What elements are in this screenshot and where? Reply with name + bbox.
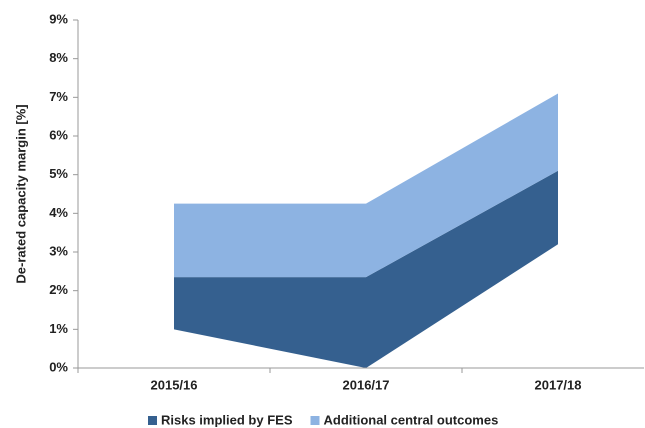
y-tick-label: 9%: [49, 11, 68, 26]
y-tick-label: 0%: [49, 359, 68, 374]
legend-swatch: [148, 416, 157, 425]
x-tick-label: 2015/16: [151, 377, 198, 392]
y-tick-label: 7%: [49, 89, 68, 104]
y-tick-label: 6%: [49, 127, 68, 142]
y-tick-label: 4%: [49, 205, 68, 220]
y-axis-label: De-rated capacity margin [%]: [13, 104, 28, 283]
area: [174, 170, 558, 368]
legend-label: Risks implied by FES: [161, 412, 293, 427]
y-tick-label: 1%: [49, 321, 68, 336]
area: [174, 93, 558, 278]
x-tick-label: 2016/17: [343, 377, 390, 392]
legend-swatch: [310, 416, 320, 425]
y-tick-label: 2%: [49, 282, 68, 297]
y-tick-label: 5%: [49, 166, 68, 181]
y-tick-label: 3%: [49, 243, 68, 258]
y-tick-label: 8%: [49, 50, 68, 65]
x-tick-label: 2017/18: [535, 377, 582, 392]
legend-label: Additional central outcomes: [324, 412, 499, 427]
